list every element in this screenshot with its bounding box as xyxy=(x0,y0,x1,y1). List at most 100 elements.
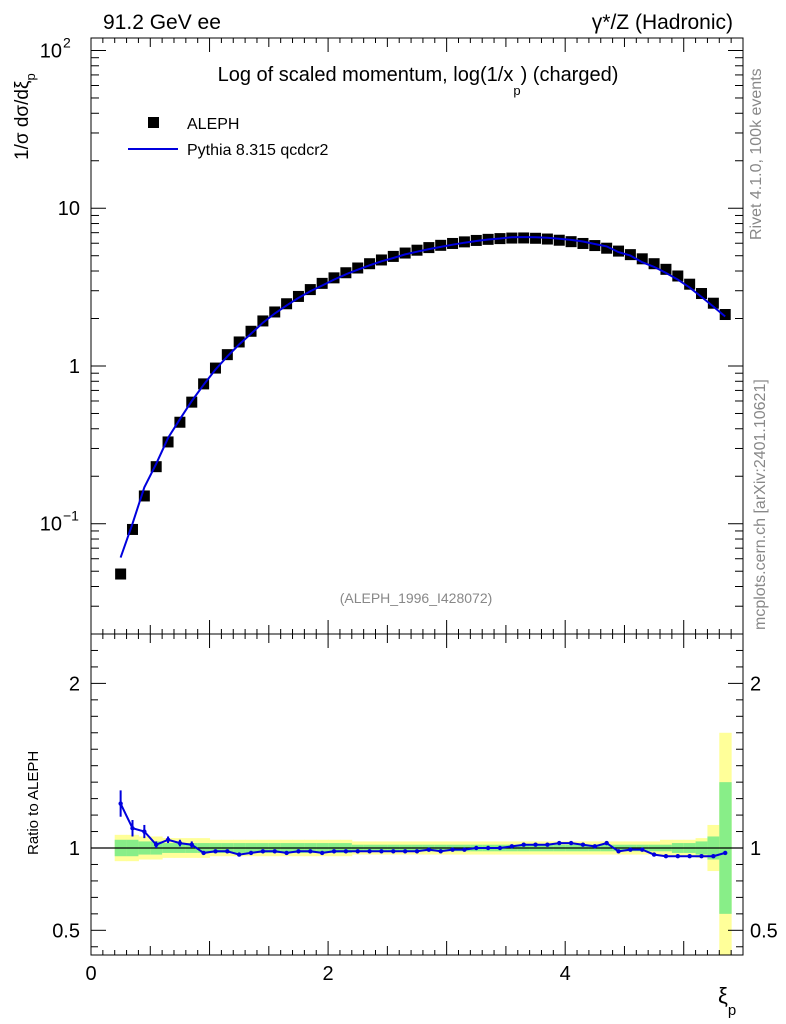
aleph-point xyxy=(126,523,138,535)
aleph-point xyxy=(387,250,399,262)
ratio-y-label: Ratio to ALEPH xyxy=(25,751,42,855)
ratio-point xyxy=(308,849,313,854)
aleph-point xyxy=(316,277,328,289)
ratio-point xyxy=(225,849,230,854)
aleph-point xyxy=(233,336,245,348)
ratio-tick-label-right: 0.5 xyxy=(750,920,778,942)
ratio-point xyxy=(485,845,491,851)
x-tick-label: 0 xyxy=(85,963,96,985)
aleph-point xyxy=(245,325,257,337)
aleph-point xyxy=(648,258,660,270)
ratio-point xyxy=(402,849,408,854)
aleph-point xyxy=(696,288,708,300)
ratio-point xyxy=(687,854,692,859)
legend-aleph-label: ALEPH xyxy=(187,116,239,133)
ratio-point xyxy=(533,842,538,847)
ratio-point xyxy=(201,850,206,856)
ratio-point xyxy=(640,847,645,852)
ratio-point xyxy=(355,849,360,854)
ratio-point xyxy=(142,829,147,834)
ratio-point xyxy=(272,849,277,854)
ratio-point xyxy=(628,847,633,852)
aleph-point xyxy=(328,272,340,284)
ratio-tick-label-left: 0.5 xyxy=(52,920,80,942)
ratio-pythia-line xyxy=(119,803,726,858)
ratio-point xyxy=(177,840,183,846)
aleph-point xyxy=(150,461,162,473)
ratio-point xyxy=(296,849,301,854)
ratio-point xyxy=(189,842,194,847)
aleph-point xyxy=(447,237,459,249)
aleph-point xyxy=(411,244,423,256)
ratio-tick-label-right: 2 xyxy=(750,673,761,695)
aleph-point xyxy=(352,262,364,274)
aleph-point xyxy=(281,298,293,310)
header-left: 91.2 GeV ee xyxy=(103,11,221,34)
aleph-point xyxy=(138,490,150,502)
x-tick-label: 4 xyxy=(560,963,571,985)
aleph-point xyxy=(435,239,447,251)
ratio-point xyxy=(521,842,526,847)
aleph-point xyxy=(399,247,411,259)
ratio-frame xyxy=(90,633,744,956)
ratio-point xyxy=(723,850,728,856)
ratio-point xyxy=(118,801,123,806)
aleph-point xyxy=(364,258,376,270)
y-tick-label: 10 xyxy=(40,40,62,62)
ratio-point xyxy=(379,849,384,854)
aleph-point xyxy=(672,270,684,282)
ratio-point xyxy=(414,849,420,854)
aleph-point xyxy=(707,297,719,309)
ratio-point xyxy=(154,842,159,847)
ratio-point xyxy=(604,840,609,846)
y-tick-label: 1 xyxy=(69,356,80,378)
aleph-point xyxy=(115,568,127,580)
ratio-point xyxy=(592,844,598,849)
ratio-point xyxy=(130,826,135,831)
aleph-point xyxy=(162,436,174,448)
ratio-point xyxy=(260,849,266,854)
aleph-point xyxy=(292,290,304,302)
aleph-point xyxy=(589,240,601,252)
ratio-point xyxy=(438,849,443,854)
aleph-point xyxy=(577,237,589,249)
ratio-point xyxy=(616,849,621,854)
ratio-point xyxy=(568,840,574,846)
ratio-point xyxy=(248,850,254,856)
ratio-point xyxy=(331,849,337,854)
aleph-point xyxy=(221,349,233,361)
aleph-point xyxy=(269,306,281,318)
ratio-point xyxy=(367,849,372,854)
aleph-point xyxy=(601,242,613,254)
ratio-tick-label-left: 1 xyxy=(69,838,80,860)
ratio-point xyxy=(236,852,242,857)
analysis-id: (ALEPH_1996_I428072) xyxy=(340,590,493,606)
legend-pythia-label: Pythia 8.315 qcdcr2 xyxy=(187,142,329,159)
aleph-point xyxy=(423,242,435,254)
ratio-point xyxy=(545,842,550,847)
y-tick-label: 10 xyxy=(40,514,62,536)
ratio-tick-label-left: 2 xyxy=(69,673,80,695)
aleph-point xyxy=(660,263,672,275)
aleph-point xyxy=(530,232,542,244)
y-tick-label: 10 xyxy=(58,198,80,220)
aleph-point xyxy=(719,309,731,321)
ratio-point xyxy=(343,849,349,854)
rivet-label: Rivet 4.1.0, 100k events xyxy=(748,68,765,240)
x-tick-label: 2 xyxy=(323,963,334,985)
chart-title: Log of scaled momentum, log(1/xp) (charg… xyxy=(218,64,619,98)
ratio-point xyxy=(391,849,396,854)
ratio-point xyxy=(699,854,704,859)
ratio-point xyxy=(319,850,325,856)
aleph-point xyxy=(541,233,553,245)
ratio-point xyxy=(450,847,455,852)
aleph-point xyxy=(304,284,316,296)
y-axis-label: 1/σ dσ/dξp xyxy=(12,73,38,160)
ratio-point xyxy=(711,854,716,859)
y-tick-exponent: 2 xyxy=(63,34,71,50)
aleph-point xyxy=(684,278,696,290)
ratio-point xyxy=(284,850,289,856)
legend-aleph-marker xyxy=(148,117,159,128)
ratio-point xyxy=(497,845,503,851)
